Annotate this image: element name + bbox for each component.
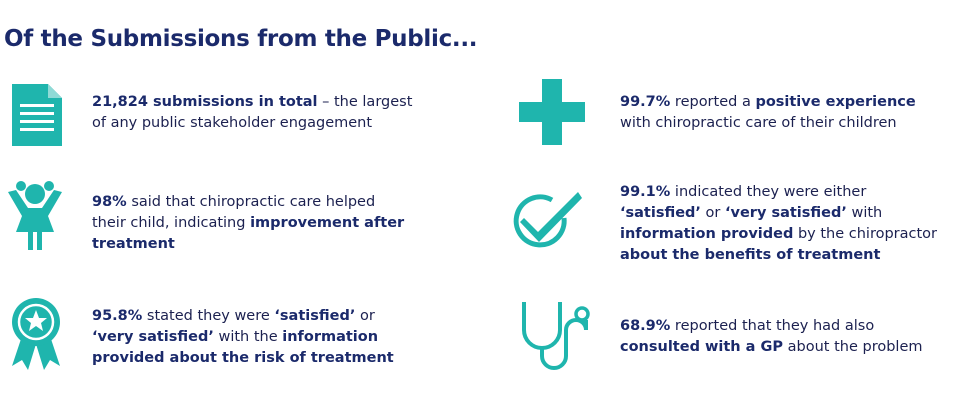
document-icon (12, 84, 62, 146)
body-text: by the chiropractor (793, 226, 938, 242)
stat-text: 68.9% reported that they had also consult… (620, 316, 923, 358)
body-text: with chiropractic care of their children (620, 115, 897, 131)
stat-text: 99.1% indicated they were either ‘satisfi… (620, 182, 937, 266)
highlight-text: positive experience (755, 94, 916, 110)
body-text: stated they were (142, 308, 275, 324)
stat-line: their child, indicating improvement afte… (92, 213, 404, 234)
stethoscope-icon (516, 300, 592, 372)
highlight-text: 99.7% (620, 94, 671, 110)
page-title: Of the Submissions from the Public... (4, 26, 478, 52)
stat-line: 98% said that chiropractic care helped (92, 192, 404, 213)
body-text: reported that they had also (670, 318, 875, 334)
body-text: – the largest (317, 94, 413, 110)
body-text: with the (213, 329, 283, 345)
body-text: about the problem (783, 339, 923, 355)
stat-line: information provided by the chiropractor (620, 224, 937, 245)
stat-line: ‘satisfied’ or ‘very satisfied’ with (620, 203, 937, 224)
highlight-text: 95.8% (92, 308, 143, 324)
highlight-text: information provided (620, 226, 794, 242)
body-text: or (355, 308, 375, 324)
highlight-text: provided about the risk of treatment (92, 350, 394, 366)
stat-line: 95.8% stated they were ‘satisfied’ or (92, 306, 394, 327)
stat-line: 99.1% indicated they were either (620, 182, 937, 203)
highlight-text: ‘satisfied’ (274, 308, 356, 324)
stat-text: 95.8% stated they were ‘satisfied’ or ‘ve… (92, 306, 394, 369)
stat-line: treatment (92, 234, 404, 255)
highlight-text: 68.9% (620, 318, 671, 334)
highlight-text: treatment (92, 236, 175, 252)
body-text: of any public stakeholder engagement (92, 115, 373, 131)
body-text: with (846, 205, 883, 221)
child-icon (6, 180, 64, 250)
stat-line: ‘very satisfied’ with the information (92, 327, 394, 348)
stat-line: with chiropractic care of their children (620, 113, 916, 134)
body-text: their child, indicating (92, 215, 251, 231)
stat-text: 99.7% reported a positive experience with… (620, 92, 916, 134)
highlight-text: improvement after (250, 215, 405, 231)
stat-line: about the benefits of treatment (620, 245, 937, 266)
stat-line: provided about the risk of treatment (92, 348, 394, 369)
highlight-text: information (282, 329, 379, 345)
body-text: indicated they were either (670, 184, 867, 200)
stat-line: of any public stakeholder engagement (92, 113, 412, 134)
stat-text: 21,824 submissions in total – the larges… (92, 92, 412, 134)
stat-text: 98% said that chiropractic care helped th… (92, 192, 404, 255)
highlight-text: ‘satisfied’ (620, 205, 701, 221)
stat-line: 21,824 submissions in total – the larges… (92, 92, 412, 113)
award-ribbon-icon (8, 296, 64, 372)
highlight-text: ‘very satisfied’ (92, 329, 214, 345)
body-text: said that chiropractic care helped (126, 194, 376, 210)
highlight-text: 98% (92, 194, 127, 210)
stat-line: 68.9% reported that they had also (620, 316, 923, 337)
highlight-text: ‘very satisfied’ (725, 205, 847, 221)
checkmark-icon (512, 188, 584, 254)
stat-line: consulted with a GP about the problem (620, 337, 923, 358)
body-text: reported a (670, 94, 756, 110)
highlight-text: 99.1% (620, 184, 671, 200)
body-text: or (700, 205, 725, 221)
highlight-text: about the benefits of treatment (620, 247, 881, 263)
highlight-text: 21,824 submissions in total (92, 94, 318, 110)
stat-line: 99.7% reported a positive experience (620, 92, 916, 113)
highlight-text: consulted with a GP (620, 339, 784, 355)
plus-cross-icon (519, 79, 585, 145)
